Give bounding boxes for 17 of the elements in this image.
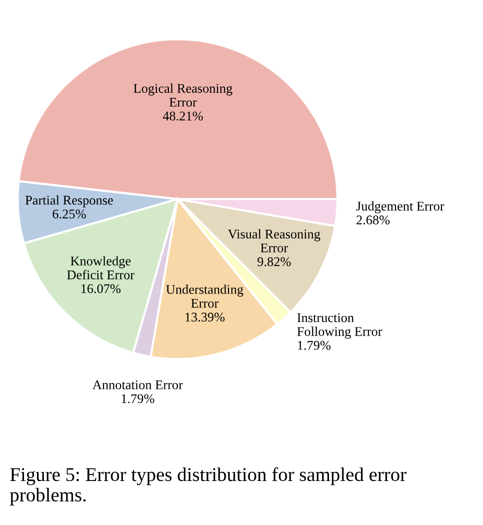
data-label: 1.79%	[298, 340, 330, 350]
data-label: 9.82%	[258, 257, 291, 266]
slice-label: Logical Reasoning Error	[134, 84, 232, 107]
slice-label: Knowledge Deficit Error	[67, 256, 134, 280]
data-label: 16.07%	[81, 284, 121, 294]
slice-label: Visual Reasoning Error	[228, 229, 320, 252]
data-label: 2.68%	[356, 216, 390, 224]
slice-label: Judgement Error	[356, 201, 444, 214]
data-label: 13.39%	[186, 312, 225, 322]
data-label: 1.79%	[122, 394, 154, 404]
slice-label: Annotation Error	[92, 380, 183, 390]
slice-label: Partial Response	[25, 195, 113, 208]
data-label: 6.25%	[52, 210, 86, 219]
data-label: 48.21%	[162, 112, 203, 121]
slice-label: Understanding Error	[166, 284, 244, 308]
caption: Figure 5: Error types distribution for sampled error problems.	[10, 467, 406, 506]
slice-label: Instruction Following Error	[297, 313, 382, 339]
